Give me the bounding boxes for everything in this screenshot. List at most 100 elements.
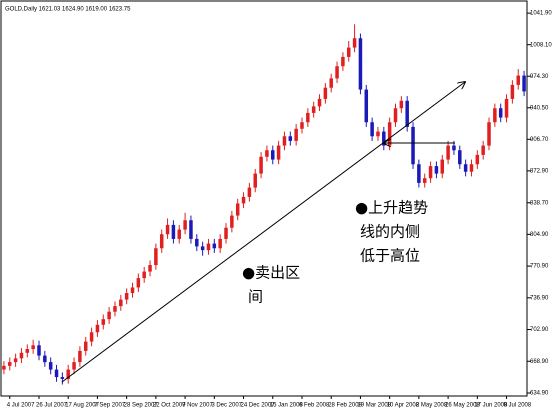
candle-body <box>522 75 526 92</box>
x-tick-label: 28 Feb 2008 <box>328 403 362 409</box>
candle-body <box>306 112 310 123</box>
chart-title: GOLD,Daily 1621.03 1624.90 1619.00 1623.… <box>5 7 131 13</box>
candle-body <box>189 220 193 239</box>
candle-body <box>510 84 515 99</box>
candle-body <box>358 38 363 90</box>
x-tick-label: 9 Nov 2007 <box>182 403 213 409</box>
y-tick-label: 872.90 <box>530 168 549 174</box>
candle-body <box>235 203 240 216</box>
candle-body <box>323 87 328 99</box>
candle-body <box>171 224 176 239</box>
y-tick-label: 702.90 <box>530 327 549 333</box>
candle-body <box>469 164 474 172</box>
y-tick-label: 1041.90 <box>530 11 552 17</box>
y-tick-label: 770.90 <box>530 264 549 270</box>
candle-body <box>276 145 281 160</box>
candle-body <box>142 271 146 279</box>
x-tick-label: 28 Sep 2007 <box>124 403 159 409</box>
candle-body <box>387 122 392 146</box>
candle-body <box>177 229 182 239</box>
x-tick-label: 2 May 2008 <box>416 403 448 409</box>
candle-body <box>66 369 70 379</box>
candle-body <box>434 166 439 174</box>
y-tick-label: 634.90 <box>530 391 549 397</box>
candle-body <box>393 108 398 123</box>
candle-body <box>25 349 30 353</box>
x-tick-label: 17 Jun 2008 <box>474 403 508 409</box>
candle-body <box>440 159 445 174</box>
candle-body <box>346 47 351 57</box>
y-tick-label: 804.90 <box>530 232 549 238</box>
y-tick-label: 906.70 <box>530 137 549 143</box>
candle-body <box>475 154 480 165</box>
candle-body <box>294 128 298 141</box>
candle-body <box>422 178 427 183</box>
x-tick-label: 15 Jan 2008 <box>270 403 304 409</box>
candle-body <box>2 365 6 370</box>
candle-body <box>124 293 129 300</box>
candle-body <box>376 131 380 137</box>
candle-body <box>154 248 158 266</box>
candle-body <box>300 122 304 129</box>
candle-body <box>13 358 18 363</box>
candle-body <box>31 345 35 350</box>
candle-body <box>481 145 485 155</box>
candle-body <box>78 350 82 363</box>
candle-body <box>446 145 450 160</box>
candle-body <box>224 227 228 239</box>
candle-body <box>458 150 462 165</box>
candle-body <box>89 332 94 342</box>
candle-body <box>72 362 76 370</box>
candle-body <box>516 75 520 85</box>
candle-body <box>463 164 468 172</box>
candle-body <box>8 362 12 366</box>
x-tick-label: 24 Dec 2007 <box>241 403 276 409</box>
annotation: ●上升趋势 <box>355 199 428 217</box>
candle-body <box>60 377 65 379</box>
candle-body <box>259 156 263 174</box>
candle-body <box>498 108 503 118</box>
candle-body <box>253 173 257 188</box>
annotation: 低于高位 <box>360 247 420 265</box>
candle-body <box>212 243 217 249</box>
x-tick-label: 17 Aug 2007 <box>65 403 99 409</box>
y-tick-label: 940.50 <box>530 105 549 111</box>
candle-body <box>107 311 111 320</box>
candle-body <box>329 78 333 88</box>
y-tick-label: 668.90 <box>530 359 549 365</box>
candle-body <box>148 265 152 272</box>
candle-body <box>247 187 252 197</box>
candle-body <box>271 150 275 160</box>
candle-body <box>218 238 222 249</box>
candle-body <box>487 122 491 146</box>
candle-body <box>504 98 509 118</box>
candle-body <box>493 108 497 123</box>
x-tick-label: 6 Feb 2008 <box>299 403 330 409</box>
candle-body <box>335 66 339 79</box>
x-tick-label: 4 Jul 2007 <box>7 403 35 409</box>
candle-body <box>311 106 316 113</box>
candle-body <box>241 196 246 204</box>
annotation: 间 <box>248 288 263 306</box>
candles <box>2 24 526 385</box>
x-tick-label: 22 Oct 2007 <box>153 403 186 409</box>
candle-body <box>136 278 141 288</box>
candle-body <box>48 362 53 370</box>
candle-body <box>282 136 287 146</box>
candle-body <box>370 122 374 137</box>
candle-body <box>230 215 234 228</box>
candle-body <box>452 145 456 151</box>
y-tick-label: 736.90 <box>530 295 549 301</box>
candle-body <box>83 341 88 351</box>
candle-body <box>206 243 211 251</box>
candle-body <box>183 220 187 230</box>
candle-body <box>352 38 357 48</box>
candle-body <box>200 246 205 251</box>
candle-body <box>382 131 386 146</box>
candle-body <box>364 89 369 123</box>
y-tick-label: 974.30 <box>530 74 549 80</box>
plot-frame <box>0 0 528 397</box>
candle-body <box>54 369 59 378</box>
x-tick-label: 3 Dec 2007 <box>211 403 242 409</box>
